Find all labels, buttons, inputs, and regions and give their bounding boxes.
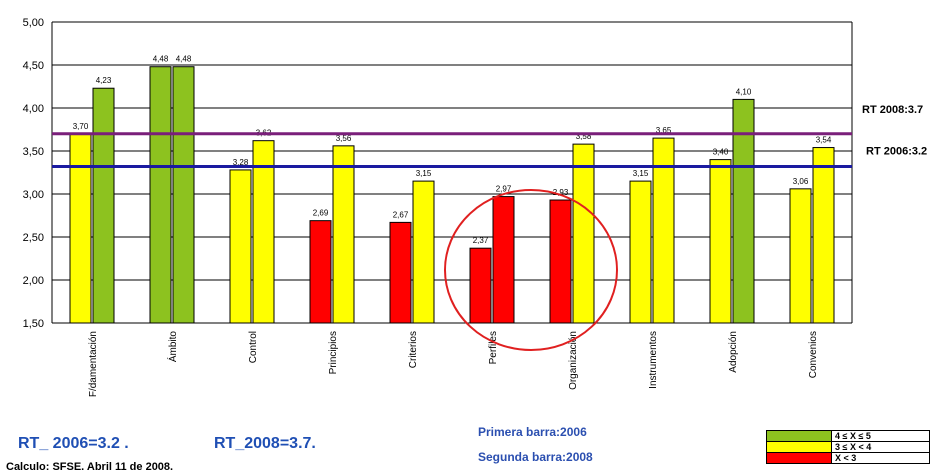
reference-line-label: RT 2006:3.2	[866, 145, 927, 157]
value-label: 2,69	[313, 209, 329, 218]
value-label: 3,58	[576, 132, 592, 141]
bar	[469, 247, 492, 324]
rt-2008-note: RT_2008=3.7.	[214, 435, 316, 452]
value-label: 3,15	[416, 169, 432, 178]
x-category-label: Organización	[568, 331, 579, 390]
bar	[629, 180, 652, 324]
legend-swatch-red	[767, 453, 832, 463]
y-tick-label: 4,50	[23, 60, 44, 72]
bar	[149, 66, 172, 324]
value-label: 3,40	[713, 148, 729, 157]
x-category-label: Ámbito	[166, 331, 179, 363]
x-category-label: Criterios	[408, 331, 419, 368]
bar	[709, 159, 732, 324]
legend-label-low: X < 3	[835, 453, 857, 463]
bar	[572, 143, 595, 324]
value-label: 4,23	[96, 76, 112, 85]
legend-swatch-green	[767, 431, 832, 441]
reference-lines: RT 2008:3.7 RT 2006:3.2	[52, 104, 927, 168]
color-scale-legend: 4 ≤ X ≤ 5 3 ≤ X < 4 X < 3	[766, 430, 930, 464]
value-label: 3,54	[816, 136, 832, 145]
calculo-note: Calculo: SFSE. Abril 11 de 2008.	[6, 461, 174, 473]
x-category-label: Adopción	[728, 331, 739, 373]
primera-barra-note: Primera barra:2006	[478, 425, 587, 439]
x-category-label: Control	[248, 331, 259, 363]
grid-lines	[51, 21, 853, 324]
value-label: 3,15	[633, 169, 649, 178]
legend-label-high: 4 ≤ X ≤ 5	[835, 431, 871, 441]
y-tick-label: 3,50	[23, 146, 44, 158]
y-axis-tick-labels: 1,50 2,00 2,50 3,00 3,50 4,00 4,50 5,00	[23, 17, 44, 330]
legend-label-mid: 3 ≤ X < 4	[835, 442, 872, 452]
bars	[69, 66, 835, 324]
bar	[252, 140, 275, 324]
value-label: 2,97	[496, 185, 512, 194]
value-label: 4,10	[736, 87, 752, 96]
value-label: 2,93	[553, 188, 569, 197]
bar	[92, 87, 115, 324]
legend-row-low: X < 3	[767, 453, 929, 463]
bar	[412, 180, 435, 324]
bar	[309, 220, 332, 324]
x-category-label: Convenios	[808, 331, 819, 378]
bar	[69, 133, 92, 324]
bar	[332, 145, 355, 324]
bar	[172, 66, 195, 324]
bar	[492, 196, 515, 324]
y-tick-label: 2,00	[23, 275, 44, 287]
value-label: 3,70	[73, 122, 89, 131]
y-tick-label: 3,00	[23, 189, 44, 201]
x-category-label: F/damentación	[88, 331, 99, 397]
y-tick-label: 1,50	[23, 318, 44, 330]
value-label: 3,28	[233, 158, 249, 167]
value-label: 3,56	[336, 134, 352, 143]
value-label: 4,48	[176, 55, 192, 64]
segunda-barra-note: Segunda barra:2008	[478, 450, 593, 464]
y-tick-label: 5,00	[23, 17, 44, 29]
bar	[652, 137, 675, 324]
x-category-label: Principios	[328, 331, 339, 374]
bar	[732, 98, 755, 324]
value-label: 2,37	[473, 236, 489, 245]
value-label: 2,67	[393, 210, 409, 219]
value-label: 4,48	[153, 55, 169, 64]
value-label: 3,06	[793, 177, 809, 186]
legend-swatch-yellow	[767, 442, 832, 452]
bar	[389, 221, 412, 324]
y-tick-label: 4,00	[23, 103, 44, 115]
x-category-label: Perfiles	[488, 331, 499, 364]
bar	[229, 169, 252, 324]
bar	[549, 199, 572, 324]
bar	[789, 188, 812, 324]
highlight-circle	[444, 189, 618, 351]
reference-line-label: RT 2008:3.7	[862, 104, 923, 116]
legend-row-high: 4 ≤ X ≤ 5	[767, 431, 929, 442]
rt-2006-note: RT_ 2006=3.2 .	[18, 435, 129, 452]
value-label: 3,65	[656, 126, 672, 135]
bar	[812, 147, 835, 324]
y-tick-label: 2,50	[23, 232, 44, 244]
value-labels: 3,704,234,484,483,283,622,693,562,673,15…	[73, 55, 832, 245]
x-category-label: Instrumentos	[648, 331, 659, 389]
x-axis-category-labels: F/damentación Ámbito Control Principios Crit…	[88, 331, 819, 398]
legend-row-mid: 3 ≤ X < 4	[767, 442, 929, 453]
